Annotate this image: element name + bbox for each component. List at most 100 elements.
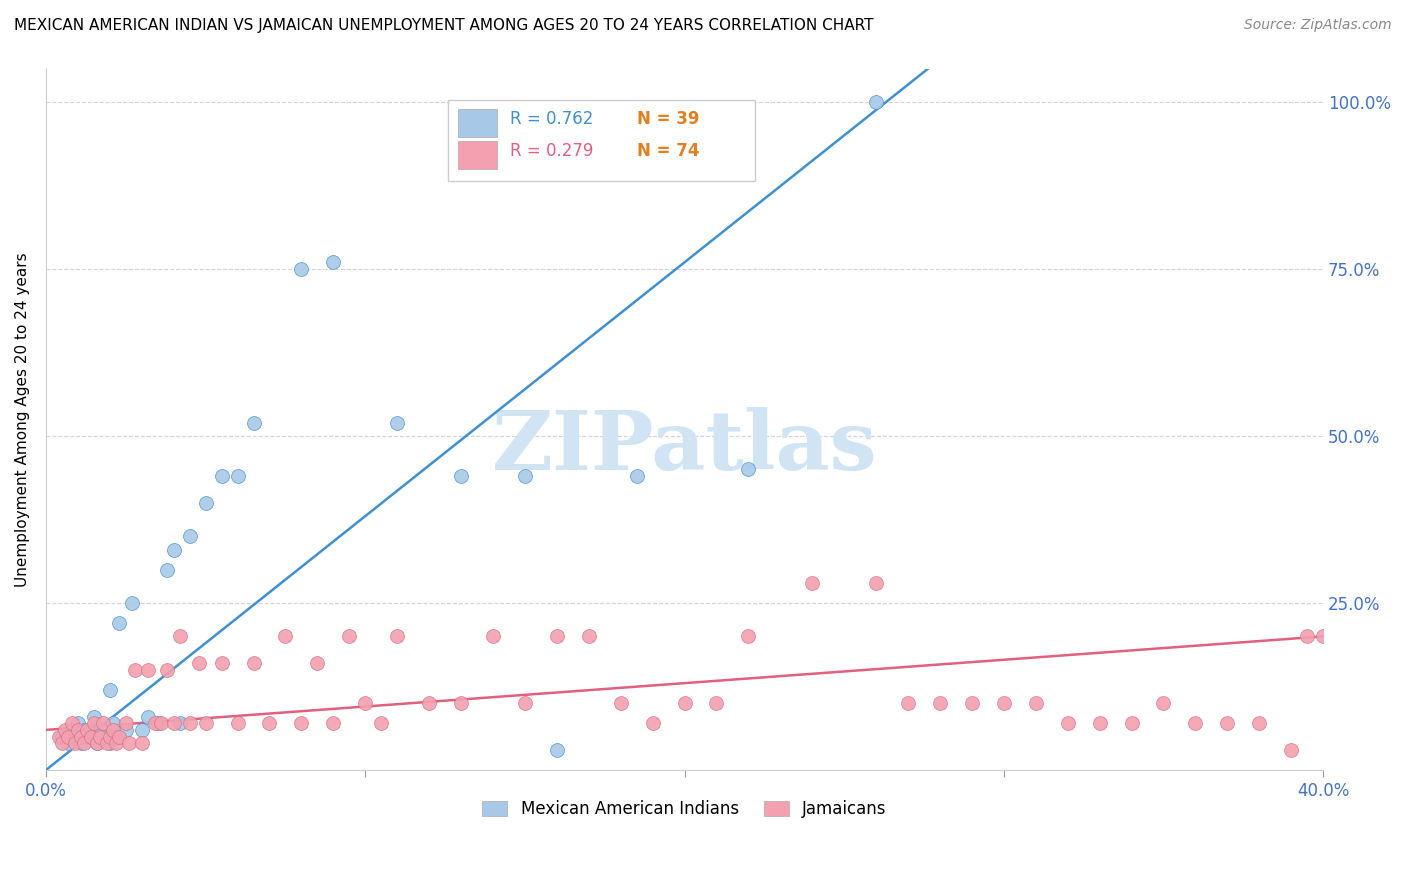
Point — [93, 730, 115, 744]
Point — [131, 736, 153, 750]
Point — [96, 736, 118, 750]
Point — [1279, 743, 1302, 757]
Point — [66, 716, 89, 731]
Point — [242, 416, 264, 430]
Point — [169, 629, 191, 643]
Point — [865, 95, 887, 109]
Point — [609, 696, 631, 710]
Point — [578, 629, 600, 643]
Point — [76, 730, 98, 744]
Point — [706, 696, 728, 710]
Point — [63, 736, 86, 750]
Point — [513, 469, 536, 483]
Point — [156, 663, 179, 677]
Point — [51, 730, 73, 744]
Point — [307, 656, 329, 670]
Point — [737, 462, 759, 476]
FancyBboxPatch shape — [449, 100, 755, 181]
Point — [1025, 696, 1047, 710]
Text: MEXICAN AMERICAN INDIAN VS JAMAICAN UNEMPLOYMENT AMONG AGES 20 TO 24 YEARS CORRE: MEXICAN AMERICAN INDIAN VS JAMAICAN UNEM… — [14, 18, 873, 33]
Point — [86, 736, 108, 750]
Point — [482, 629, 505, 643]
Point — [70, 736, 93, 750]
FancyBboxPatch shape — [458, 141, 496, 169]
Point — [114, 723, 136, 737]
Point — [641, 716, 664, 731]
Point — [385, 416, 408, 430]
Point — [108, 615, 131, 630]
Point — [53, 723, 76, 737]
Point — [1296, 629, 1319, 643]
Point — [1056, 716, 1078, 731]
FancyBboxPatch shape — [458, 109, 496, 136]
Point — [450, 696, 472, 710]
Point — [546, 743, 568, 757]
Point — [179, 529, 201, 543]
Point — [136, 709, 159, 723]
Point — [86, 736, 108, 750]
Point — [89, 723, 111, 737]
Point — [242, 656, 264, 670]
Point — [83, 716, 105, 731]
Point — [897, 696, 920, 710]
Point — [121, 596, 143, 610]
Point — [83, 709, 105, 723]
Point — [146, 716, 169, 731]
Text: N = 39: N = 39 — [637, 110, 700, 128]
Point — [226, 469, 249, 483]
Point — [105, 736, 128, 750]
Point — [118, 736, 141, 750]
Point — [58, 736, 80, 750]
Point — [290, 716, 312, 731]
Point — [418, 696, 440, 710]
Point — [169, 716, 191, 731]
Point — [51, 736, 73, 750]
Point — [737, 629, 759, 643]
Point — [1216, 716, 1239, 731]
Point — [385, 629, 408, 643]
Point — [194, 496, 217, 510]
Point — [1249, 716, 1271, 731]
Point — [450, 469, 472, 483]
Point — [98, 730, 121, 744]
Point — [370, 716, 392, 731]
Point — [149, 716, 172, 731]
Point — [194, 716, 217, 731]
Point — [108, 730, 131, 744]
Point — [960, 696, 983, 710]
Text: ZIPatlas: ZIPatlas — [492, 408, 877, 487]
Point — [101, 723, 124, 737]
Point — [801, 576, 824, 591]
Point — [1121, 716, 1143, 731]
Point — [211, 656, 233, 670]
Point — [1327, 629, 1350, 643]
Text: Source: ZipAtlas.com: Source: ZipAtlas.com — [1244, 18, 1392, 32]
Point — [337, 629, 360, 643]
Text: N = 74: N = 74 — [637, 143, 700, 161]
Point — [188, 656, 211, 670]
Point — [143, 716, 166, 731]
Point — [865, 576, 887, 591]
Legend: Mexican American Indians, Jamaicans: Mexican American Indians, Jamaicans — [475, 794, 893, 825]
Point — [89, 730, 111, 744]
Point — [105, 730, 128, 744]
Point — [58, 730, 80, 744]
Point — [673, 696, 696, 710]
Point — [1184, 716, 1206, 731]
Point — [98, 736, 121, 750]
Point — [60, 716, 83, 731]
Point — [101, 716, 124, 731]
Point — [163, 716, 186, 731]
Text: R = 0.762: R = 0.762 — [509, 110, 593, 128]
Point — [73, 723, 96, 737]
Point — [70, 730, 93, 744]
Point — [76, 723, 98, 737]
Point — [98, 682, 121, 697]
Point — [114, 716, 136, 731]
Point — [124, 663, 146, 677]
Y-axis label: Unemployment Among Ages 20 to 24 years: Unemployment Among Ages 20 to 24 years — [15, 252, 30, 587]
Point — [60, 723, 83, 737]
Point — [546, 629, 568, 643]
Point — [136, 663, 159, 677]
Point — [322, 255, 344, 269]
